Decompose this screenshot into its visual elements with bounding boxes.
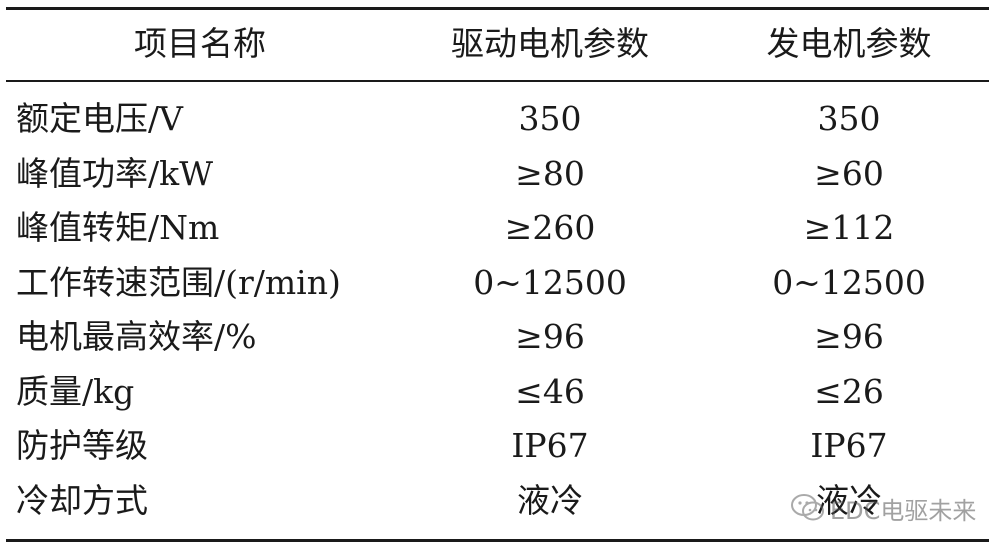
row-label: 峰值功率/kW bbox=[16, 154, 214, 193]
header-item-name: 项目名称 bbox=[134, 24, 266, 63]
generator-value: ≤26 bbox=[814, 372, 884, 411]
row-label: 质量/kg bbox=[16, 372, 135, 411]
generator-value: ≥112 bbox=[803, 208, 895, 247]
row-label: 冷却方式 bbox=[16, 481, 148, 520]
drive-motor-value: ≤46 bbox=[515, 372, 585, 411]
drive-motor-value: ≥260 bbox=[504, 208, 596, 247]
table-row: 峰值转矩/Nm ≥260 ≥112 bbox=[0, 201, 995, 255]
row-label: 电机最高效率/% bbox=[16, 317, 257, 356]
generator-value: ≥60 bbox=[814, 154, 884, 193]
table-row: 峰值功率/kW ≥80 ≥60 bbox=[0, 147, 995, 201]
generator-value: 液冷 bbox=[816, 481, 882, 520]
generator-value: IP67 bbox=[810, 426, 888, 465]
table-row: 质量/kg ≤46 ≤26 bbox=[0, 365, 995, 419]
drive-motor-value: ≥80 bbox=[515, 154, 585, 193]
row-label: 防护等级 bbox=[16, 426, 148, 465]
generator-value: ≥96 bbox=[814, 317, 884, 356]
row-label: 额定电压/V bbox=[16, 99, 183, 138]
table-row: 冷却方式 液冷 液冷 bbox=[0, 474, 995, 528]
header-generator: 发电机参数 bbox=[766, 24, 932, 63]
drive-motor-value: 0~12500 bbox=[473, 263, 627, 302]
table-row: 额定电压/V 350 350 bbox=[0, 92, 995, 146]
drive-motor-value: 350 bbox=[518, 99, 582, 138]
table-row: 电机最高效率/% ≥96 ≥96 bbox=[0, 310, 995, 364]
table-bottom-rule bbox=[6, 539, 989, 542]
header-drive-motor: 驱动电机参数 bbox=[451, 24, 649, 63]
row-label: 峰值转矩/Nm bbox=[16, 208, 220, 247]
drive-motor-value: 液冷 bbox=[517, 481, 583, 520]
drive-motor-value: ≥96 bbox=[515, 317, 585, 356]
table-top-rule bbox=[6, 7, 989, 10]
generator-value: 350 bbox=[817, 99, 881, 138]
drive-motor-value: IP67 bbox=[511, 426, 589, 465]
table-header-row: 项目名称 驱动电机参数 发电机参数 bbox=[0, 17, 995, 71]
watermark: EDC电驱未来 bbox=[790, 490, 976, 526]
table-row: 工作转速范围/(r/min) 0~12500 0~12500 bbox=[0, 256, 995, 310]
table-header-rule bbox=[6, 80, 989, 82]
table-row: 防护等级 IP67 IP67 bbox=[0, 419, 995, 473]
generator-value: 0~12500 bbox=[772, 263, 926, 302]
wechat-icon bbox=[791, 494, 824, 521]
row-label: 工作转速范围/(r/min) bbox=[16, 263, 341, 302]
watermark-text: EDC电驱未来 bbox=[830, 496, 977, 525]
